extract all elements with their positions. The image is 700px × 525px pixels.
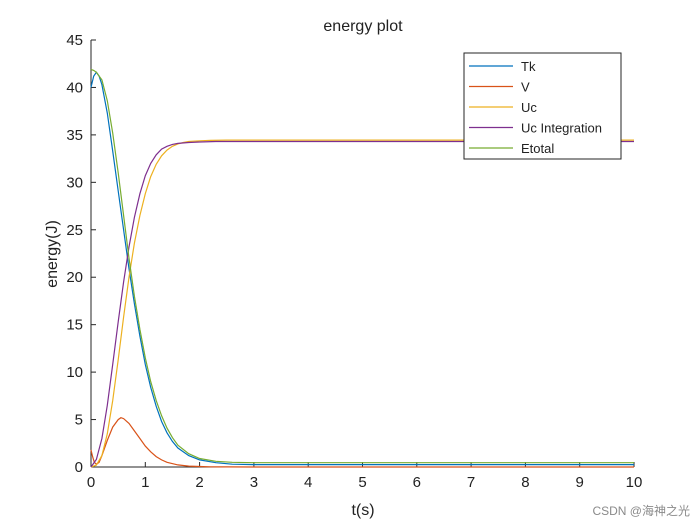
x-tick-label: 4 (304, 474, 312, 491)
series-line-uc-integration (90, 140, 634, 468)
legend-label-uc-integration: Uc Integration (521, 121, 602, 136)
legend-label-uc: Uc (521, 100, 537, 115)
x-tick-label: 10 (626, 474, 643, 491)
series-line-etotal (90, 68, 634, 464)
x-tick-label: 9 (576, 474, 584, 491)
legend-label-etotal: Etotal (521, 141, 554, 156)
legend-label-v: V (521, 80, 530, 95)
series-line-uc (90, 139, 634, 468)
y-tick-label: 40 (66, 79, 83, 96)
y-tick-label: 45 (66, 32, 83, 49)
y-tick-label: 20 (66, 269, 83, 286)
y-tick-label: 5 (75, 412, 83, 429)
chart-title: energy plot (323, 18, 403, 35)
y-tick-label: 25 (66, 222, 83, 239)
watermark: CSDN @海神之光 (592, 504, 690, 518)
x-tick-label: 3 (250, 474, 258, 491)
legend-label-tk: Tk (521, 59, 536, 74)
y-tick-label: 30 (66, 174, 83, 191)
legend: Tk V Uc Uc Integration Etotal (463, 52, 622, 160)
x-axis-label: t(s) (351, 502, 374, 519)
x-tick-label: 7 (467, 474, 475, 491)
y-tick-label: 35 (66, 127, 83, 144)
x-tick-label: 0 (87, 474, 95, 491)
x-tick-label: 6 (413, 474, 421, 491)
series-lines (90, 68, 634, 468)
x-tick-label: 1 (141, 474, 149, 491)
y-tick-label: 15 (66, 317, 83, 334)
x-tick-label: 8 (521, 474, 529, 491)
series-line-v (90, 417, 634, 468)
x-tick-label: 5 (358, 474, 366, 491)
series-line-tk (90, 71, 634, 466)
legend-box (463, 52, 622, 160)
y-tick-label: 10 (66, 364, 83, 381)
y-axis-label: energy(J) (44, 220, 61, 288)
y-tick-label: 0 (75, 459, 83, 476)
x-tick-label: 2 (195, 474, 203, 491)
